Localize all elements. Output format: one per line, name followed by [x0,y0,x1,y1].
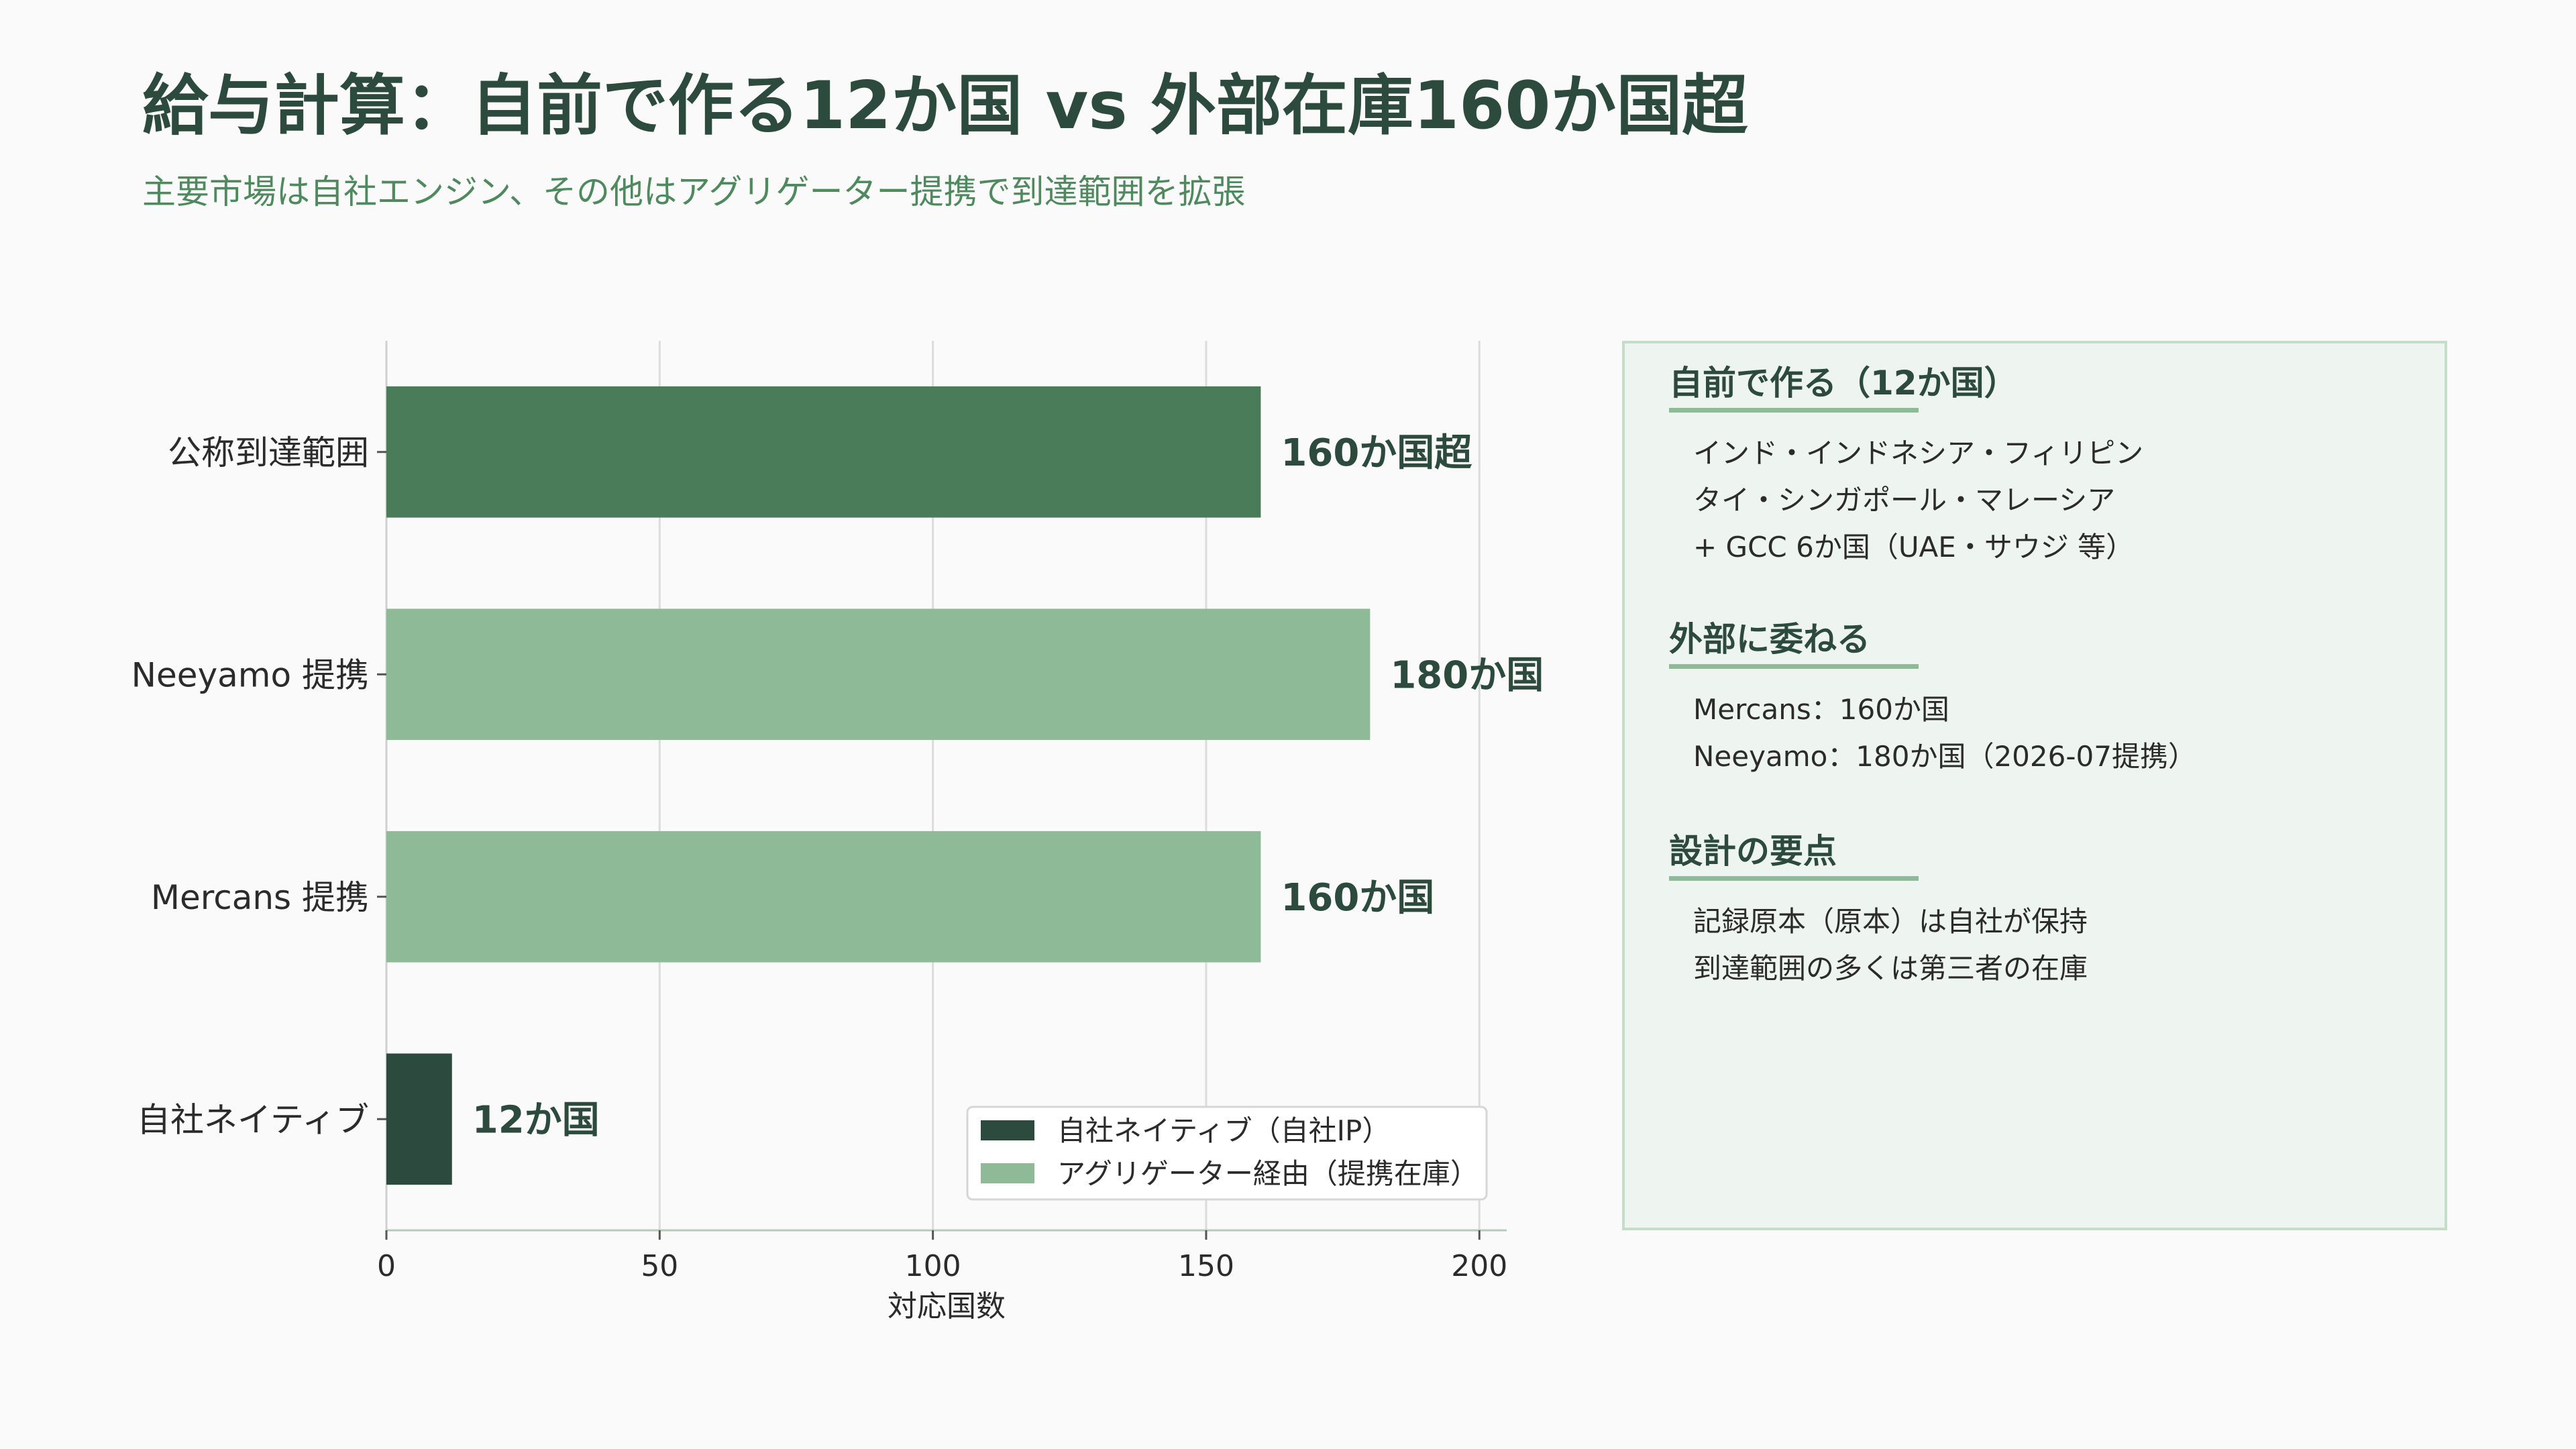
bar-chart: 0 50 100 150 200 対応国数 公称到達範囲 160か国超 Neeyamo 提携 18… [131,341,1544,1324]
legend-box [966,1106,1488,1201]
bar [386,608,1371,741]
section-design: 設計の要点 記録原本（原本）は自社が保持 到達範囲の多くは第三者の在庫 [1669,830,2088,992]
section-external-title: 外部に委ねる [1669,620,1870,659]
category-label: Mercans 提携 [151,878,369,917]
section-build-line: インド・インドネシア・フィリピン [1693,437,2144,470]
section-design-line: 到達範囲の多くは第三者の在庫 [1693,952,2088,985]
section-build-rule [1669,408,1919,413]
legend-label: 自社ネイティブ（自社IP） [1057,1114,1390,1147]
page-title: 給与計算：自前で作る12か国 vs 外部在庫160か国超 [142,68,1748,144]
x-tick-label: 100 [905,1249,961,1283]
legend-swatch [981,1163,1034,1183]
category-label: 自社ネイティブ [137,1100,369,1139]
x-tick-label: 0 [377,1249,396,1283]
section-design-line: 記録原本（原本）は自社が保持 [1693,905,2088,938]
x-tick-label: 50 [641,1249,678,1283]
section-design-rule [1669,876,1919,881]
section-build-line: タイ・シンガポール・マレーシア [1693,484,2116,517]
x-axis-title: 対応国数 [888,1289,1006,1324]
legend-swatch [981,1120,1034,1140]
data-label: 180か国 [1390,653,1544,697]
category-label: 公称到達範囲 [168,433,369,472]
section-external-line: Neeyamo：180か国（2026-07提携） [1693,740,2196,773]
data-label: 160か国超 [1281,431,1472,475]
section-build-title: 自前で作る（12か国） [1669,364,2018,402]
section-build-line: + GCC 6か国（UAE・サウジ 等） [1693,531,2135,564]
side-panel: 自前で作る（12か国） インド・インドネシア・フィリピン タイ・シンガポール・マ… [1622,341,2447,1230]
bar [386,830,1261,963]
legend: 自社ネイティブ（自社IP） アグリゲーター経由（提携在庫） [966,1106,1488,1201]
bar [386,1053,452,1185]
data-label: 160か国 [1281,876,1434,920]
x-tick-label: 200 [1451,1249,1507,1283]
bar [386,386,1261,518]
category-label: Neeyamo 提携 [131,655,369,694]
section-design-title: 設計の要点 [1669,832,1837,871]
section-external-line: Mercans：160か国 [1693,693,1949,726]
section-build: 自前で作る（12か国） インド・インドネシア・フィリピン タイ・シンガポール・マ… [1669,362,2143,571]
legend-label: アグリゲーター経由（提携在庫） [1057,1157,1479,1190]
page-subtitle: 主要市場は自社エンジン、その他はアグリゲーター提携で到達範囲を拡張 [142,172,1246,211]
section-external: 外部に委ねる Mercans：160か国 Neeyamo：180か国（2026-… [1669,619,2196,780]
x-tick-label: 150 [1178,1249,1234,1283]
section-external-rule [1669,664,1919,669]
data-label: 12か国 [472,1098,600,1142]
